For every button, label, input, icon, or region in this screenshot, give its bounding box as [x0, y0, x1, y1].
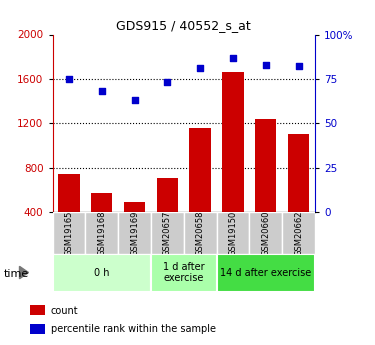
- Text: GSM20657: GSM20657: [163, 210, 172, 256]
- Point: [164, 80, 170, 85]
- Point: [99, 89, 105, 94]
- Bar: [151, 254, 217, 292]
- Bar: [222, 72, 244, 212]
- Bar: [151, 212, 184, 254]
- Bar: [91, 193, 112, 212]
- Text: GSM20658: GSM20658: [196, 210, 205, 256]
- Polygon shape: [20, 266, 28, 279]
- Text: time: time: [4, 269, 29, 279]
- Bar: [184, 212, 217, 254]
- Text: GSM19168: GSM19168: [97, 210, 106, 256]
- Text: GSM19169: GSM19169: [130, 210, 139, 256]
- Bar: [217, 212, 249, 254]
- Bar: [249, 212, 282, 254]
- Bar: [288, 135, 309, 212]
- Bar: [58, 175, 80, 212]
- Point: [66, 76, 72, 82]
- Bar: [282, 212, 315, 254]
- Bar: [118, 212, 151, 254]
- Text: GSM20660: GSM20660: [261, 210, 270, 256]
- Text: GSM19165: GSM19165: [64, 210, 74, 256]
- Bar: [85, 212, 118, 254]
- Bar: [255, 119, 276, 212]
- Bar: [124, 202, 145, 212]
- Text: 0 h: 0 h: [94, 268, 110, 277]
- Text: count: count: [51, 306, 78, 315]
- Point: [132, 98, 138, 103]
- Bar: [53, 254, 151, 292]
- Point: [197, 66, 203, 71]
- Bar: [157, 178, 178, 212]
- Text: GSM19150: GSM19150: [228, 210, 237, 256]
- Text: 1 d after
exercise: 1 d after exercise: [163, 262, 205, 283]
- Bar: [53, 212, 85, 254]
- Bar: [217, 254, 315, 292]
- Bar: [189, 128, 211, 212]
- Point: [263, 62, 269, 68]
- Text: percentile rank within the sample: percentile rank within the sample: [51, 325, 216, 334]
- Text: 14 d after exercise: 14 d after exercise: [220, 268, 311, 277]
- Text: GSM20662: GSM20662: [294, 210, 303, 256]
- Point: [230, 55, 236, 60]
- Title: GDS915 / 40552_s_at: GDS915 / 40552_s_at: [116, 19, 251, 32]
- Point: [296, 64, 302, 69]
